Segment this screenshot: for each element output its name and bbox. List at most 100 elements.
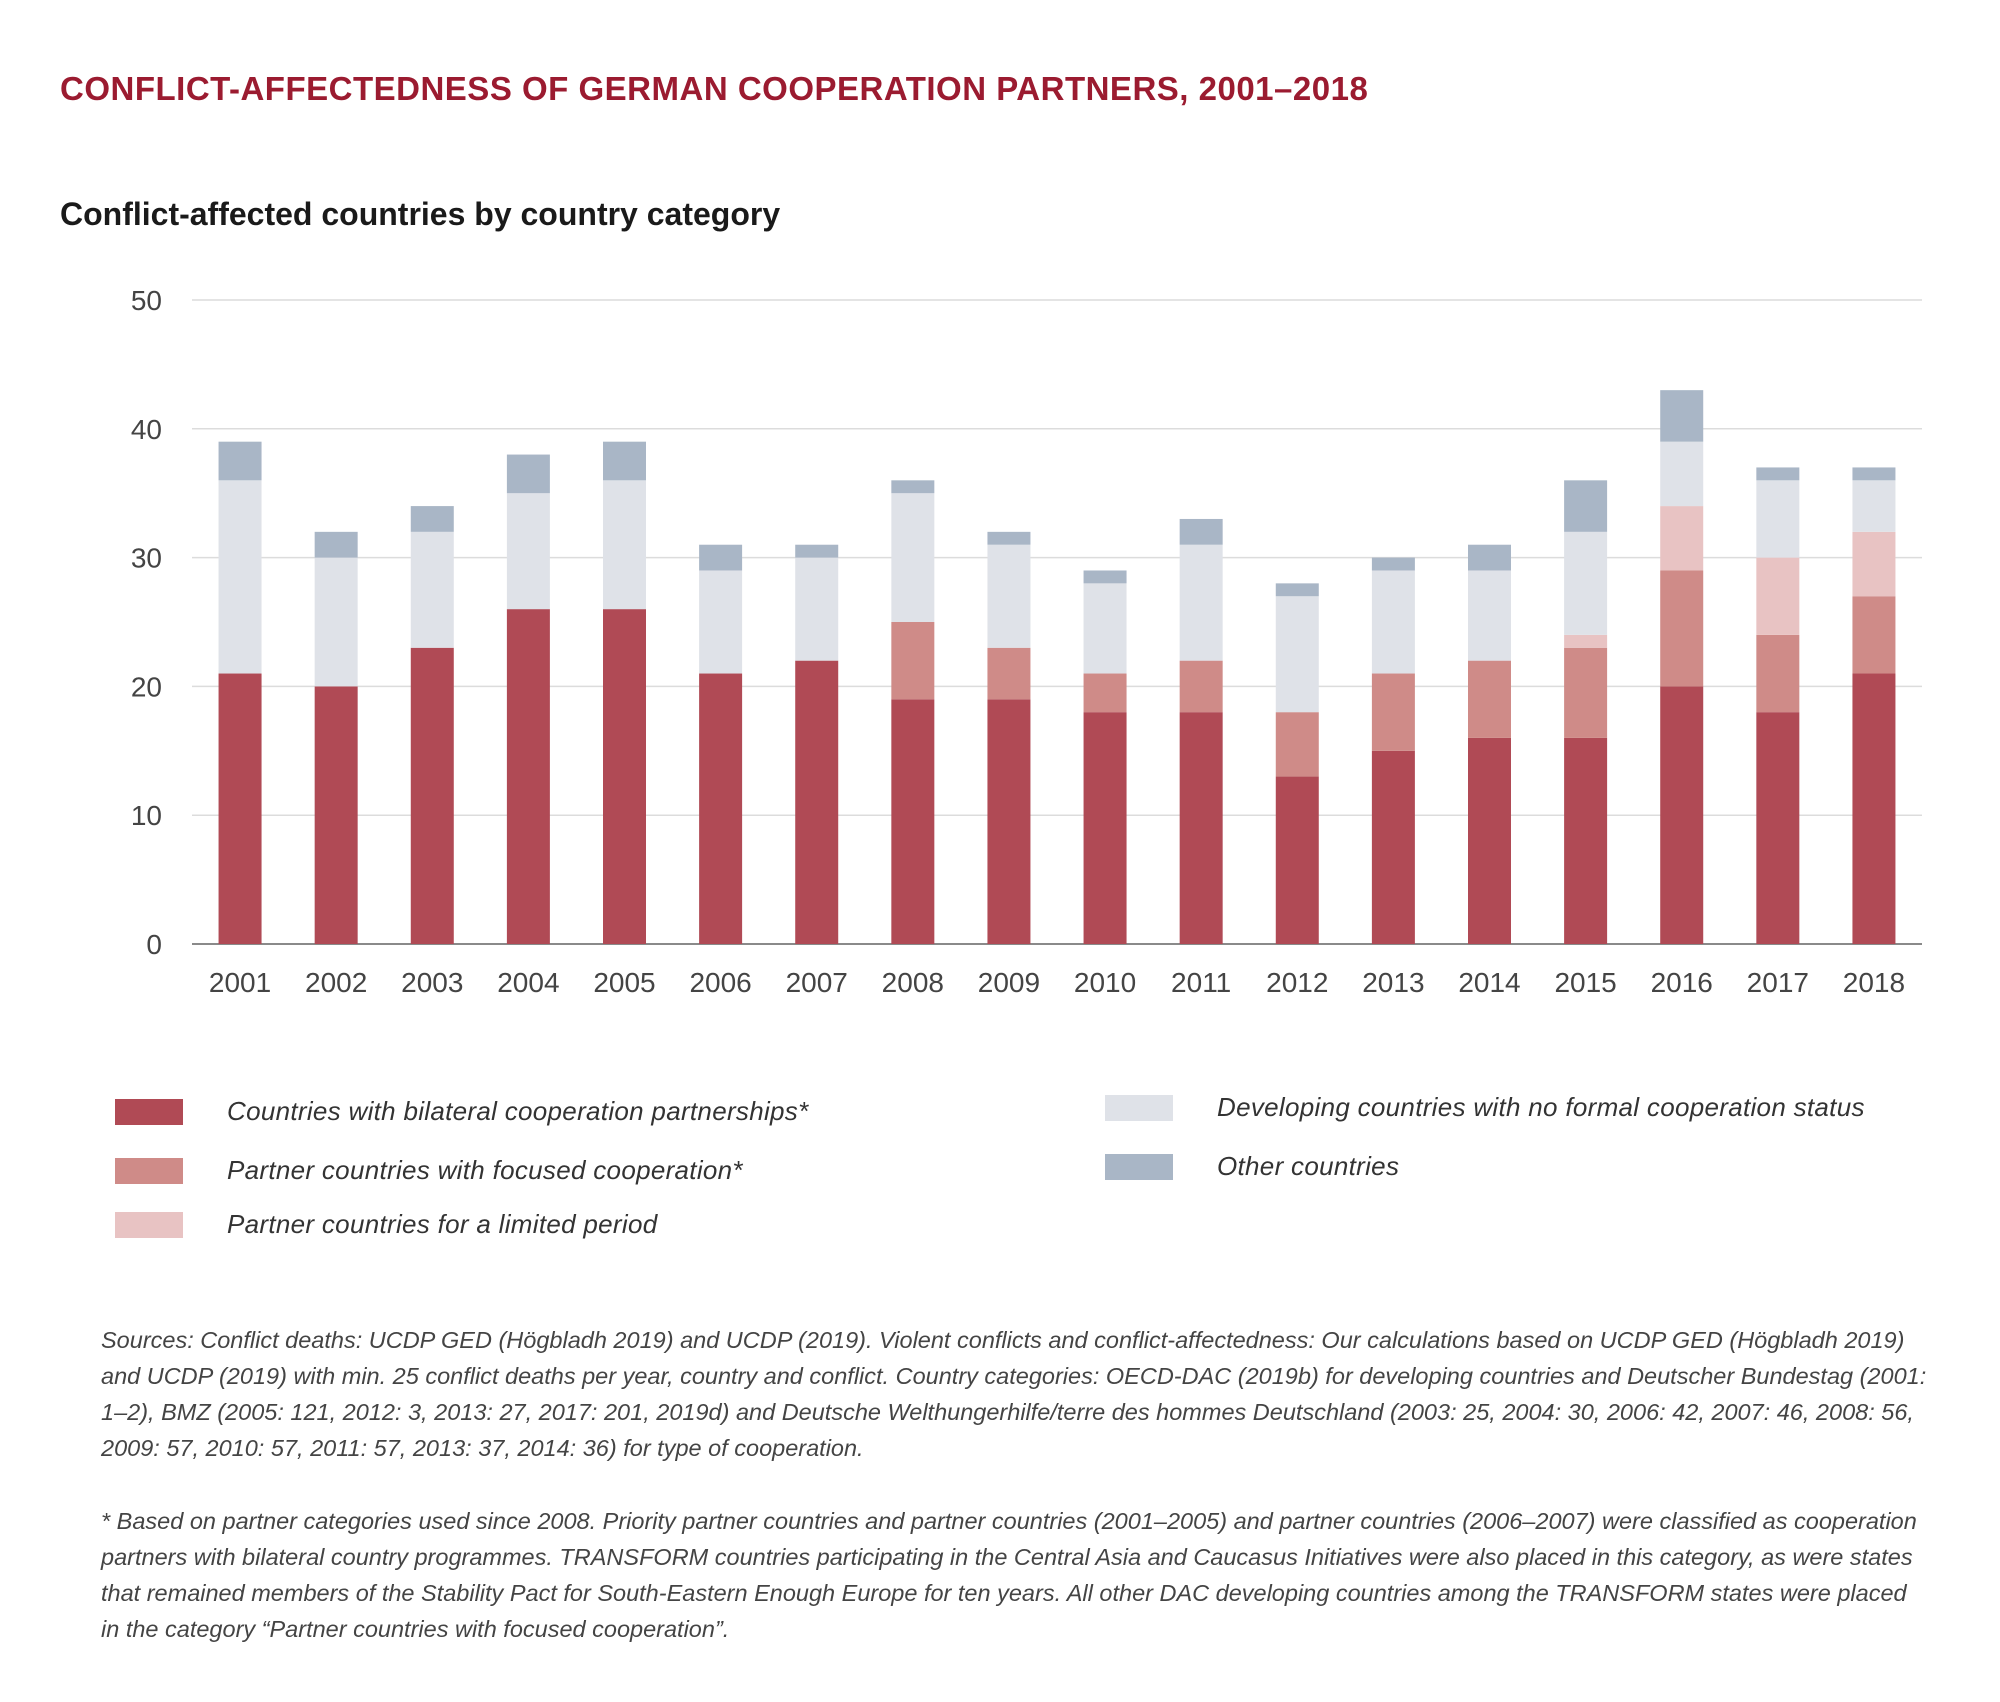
x-tick-label: 2007 (786, 967, 848, 998)
bar-segment (891, 622, 935, 700)
bar-segment (1564, 480, 1608, 532)
bar-segment (1756, 467, 1800, 481)
legend-label: Partner countries for a limited period (227, 1209, 658, 1239)
bar-segment (699, 673, 743, 944)
bar-segment (1275, 712, 1319, 777)
bar-segment (314, 531, 358, 558)
legend-swatch (115, 1098, 183, 1125)
bar-segment (1371, 557, 1415, 571)
bar-segment (1564, 737, 1608, 944)
bar-segment (1660, 441, 1704, 507)
bar-segment (410, 506, 454, 532)
bar-segment (1852, 467, 1896, 481)
gridlines (192, 299, 1922, 945)
x-tick-label: 2002 (305, 967, 367, 998)
bar-segment (1371, 570, 1415, 674)
bar-segment (699, 544, 743, 571)
bar-segment (1468, 544, 1511, 571)
bar-segment (1083, 570, 1127, 584)
x-tick-label: 2008 (882, 967, 944, 998)
x-tick-label: 2012 (1266, 967, 1328, 998)
sources-note: Sources: Conflict deaths: UCDP GED (Högb… (101, 1327, 1927, 1461)
bar-segment (987, 647, 1031, 700)
x-tick-label: 2006 (689, 967, 751, 998)
bar-segment (1852, 673, 1896, 944)
bar-segment (1852, 531, 1896, 597)
legend-item-other: Other countries (1105, 1151, 1399, 1182)
bar-segment (1179, 544, 1223, 661)
bar-segment (1468, 570, 1511, 661)
x-tick-label: 2016 (1651, 967, 1713, 998)
bar-segment (1083, 583, 1127, 674)
y-tick-label: 20 (131, 671, 162, 702)
y-tick-label: 30 (131, 543, 162, 574)
x-tick-label: 2005 (593, 967, 655, 998)
bar-segment (410, 647, 454, 944)
legend-swatch (115, 1211, 183, 1238)
bar-segment (218, 480, 262, 674)
legend-item-bilateral: Countries with bilateral cooperation par… (115, 1096, 809, 1127)
y-axis-ticks: 0 10 20 30 40 50 (131, 285, 162, 960)
bar-segment (603, 609, 646, 944)
bar-segment (218, 441, 262, 481)
bar-segment (1179, 660, 1223, 713)
bar-segment (987, 531, 1031, 545)
x-tick-label: 2013 (1362, 967, 1424, 998)
bar-segment (987, 699, 1031, 944)
x-tick-label: 2014 (1458, 967, 1520, 998)
legend-swatch (1105, 1153, 1173, 1180)
bar-segment (891, 493, 935, 622)
legend-label: Partner countries with focused cooperati… (227, 1155, 743, 1185)
bar-segment (1660, 506, 1704, 571)
x-tick-label: 2009 (978, 967, 1040, 998)
bar-segment (1660, 686, 1704, 944)
legend-item-focused: Partner countries with focused cooperati… (115, 1155, 743, 1186)
legend-swatch (115, 1157, 183, 1184)
bar-segment (1564, 647, 1608, 738)
x-tick-label: 2003 (401, 967, 463, 998)
stacked-bar-chart: 0 10 20 30 40 50 2001 2002 2003 2004 2005 2006 2007… (131, 285, 1922, 998)
bar-segment (891, 699, 935, 944)
bar-segment (699, 570, 743, 674)
bar-segment (1660, 570, 1704, 687)
bar-segment (1371, 673, 1415, 751)
bar-segment (1083, 673, 1127, 713)
x-tick-label: 2011 (1171, 967, 1231, 998)
bar-segment (1852, 596, 1896, 674)
bar-segment (795, 544, 839, 558)
bar-segment (218, 673, 262, 944)
legend-label: Other countries (1217, 1151, 1400, 1181)
bar-segment (1371, 750, 1415, 944)
legend-item-limited-period: Partner countries for a limited period (115, 1209, 658, 1240)
bar-segment (1468, 737, 1511, 944)
bar-segment (1660, 390, 1704, 442)
y-tick-label: 50 (131, 285, 162, 316)
bar-segment (506, 609, 550, 944)
y-tick-label: 40 (131, 414, 162, 445)
y-tick-label: 10 (131, 800, 162, 831)
bar-segment (891, 480, 935, 494)
bar-segment (1756, 634, 1800, 713)
bar-segment (1756, 712, 1800, 944)
x-tick-label: 2018 (1843, 967, 1905, 998)
x-axis-ticks: 2001 2002 2003 2004 2005 2006 2007 2008 2009 2010… (209, 967, 1905, 998)
chart-title: CONFLICT-AFFECTEDNESS OF GERMAN COOPERAT… (60, 70, 1369, 107)
bar-segment (1179, 712, 1223, 944)
bar-segment (314, 686, 358, 944)
x-tick-label: 2001 (209, 967, 271, 998)
legend-label: Countries with bilateral cooperation par… (227, 1096, 809, 1126)
bar-segment (1756, 480, 1800, 558)
legend-label: Developing countries with no formal coop… (1217, 1092, 1865, 1122)
bar-segment (410, 531, 454, 648)
x-tick-label: 2017 (1747, 967, 1809, 998)
footnote: * Based on partner categories used since… (101, 1508, 1917, 1642)
bar-segment (1275, 583, 1319, 597)
bar-segment (1083, 712, 1127, 944)
bar-segment (1564, 634, 1608, 648)
bar-segment (314, 557, 358, 687)
y-tick-label: 0 (146, 929, 162, 960)
legend-item-no-formal-status: Developing countries with no formal coop… (1105, 1092, 1865, 1123)
bar-segment (1275, 596, 1319, 713)
bar-segment (795, 660, 839, 944)
bar-segment (1468, 660, 1511, 738)
